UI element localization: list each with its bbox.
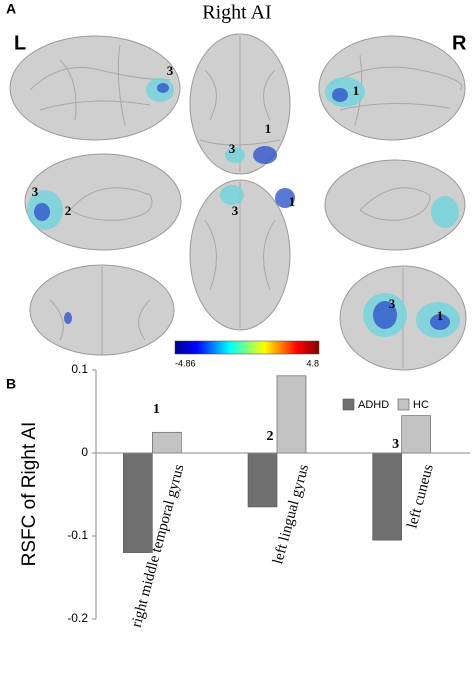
left-label: L xyxy=(14,32,26,54)
right-label: R xyxy=(452,32,467,54)
bar xyxy=(247,452,278,508)
bar xyxy=(401,415,431,454)
region-number: 3 xyxy=(229,141,236,156)
y-tick-label: -0.1 xyxy=(67,528,88,542)
group-number: 1 xyxy=(153,402,160,417)
group-number: 2 xyxy=(267,429,274,444)
brain-annotations: 3 3 1 1 3 2 3 1 3 1 xyxy=(32,63,444,323)
bar xyxy=(276,375,307,454)
bar xyxy=(372,452,402,541)
x-tick-label: left cuneus xyxy=(404,463,436,530)
group-number: 3 xyxy=(392,437,399,452)
region-number: 3 xyxy=(389,296,396,311)
colorbar-min: -4.86 xyxy=(175,358,196,368)
y-axis-label: RSFC of Right AI xyxy=(19,422,40,567)
bar xyxy=(152,431,182,454)
brain-images xyxy=(9,33,467,371)
y-tick-label: 0 xyxy=(81,445,88,459)
region-number: 1 xyxy=(353,83,360,98)
colorbar-max: 4.8 xyxy=(306,358,319,368)
region-number: 1 xyxy=(265,121,272,136)
region-number: 3 xyxy=(32,184,39,199)
y-tick-label: 0.1 xyxy=(71,362,88,376)
panel-label: B xyxy=(6,376,16,392)
region-number: 3 xyxy=(232,203,239,218)
legend-label: ADHD xyxy=(358,399,389,411)
legend-swatch xyxy=(397,398,410,411)
legend-swatch xyxy=(342,398,355,411)
bar xyxy=(123,452,153,553)
panel-title: Right AI xyxy=(202,2,271,24)
colorbar xyxy=(174,340,320,355)
panel-label: A xyxy=(6,1,16,17)
region-number: 3 xyxy=(167,63,174,78)
region-number: 1 xyxy=(289,194,296,209)
legend-label: HC xyxy=(413,399,429,411)
region-number: 2 xyxy=(65,203,72,218)
region-number: 1 xyxy=(437,308,444,323)
y-tick-label: -0.2 xyxy=(67,611,88,625)
